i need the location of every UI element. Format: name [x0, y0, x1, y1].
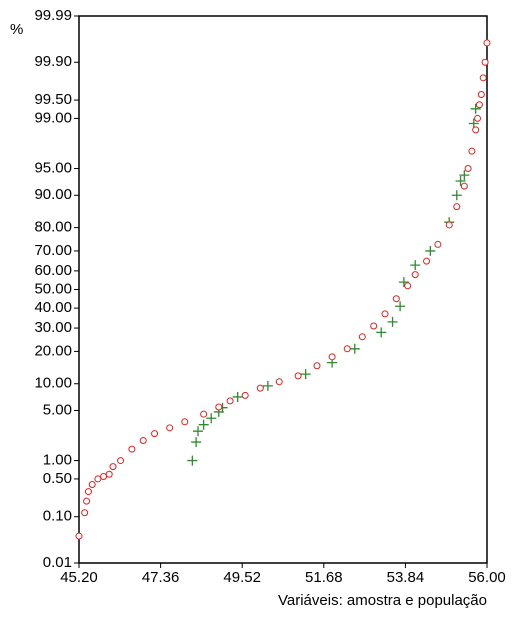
y-tick-label: 95.00 — [34, 160, 72, 177]
point — [206, 413, 217, 424]
y-tick-label: 0.50 — [43, 470, 72, 487]
point — [434, 240, 442, 248]
y-tick-label: 99.00 — [34, 109, 72, 126]
y-tick-label: 10.00 — [34, 375, 72, 392]
x-tick-label: 49.52 — [223, 569, 261, 586]
point — [256, 384, 264, 392]
x-tick-label: 56.00 — [468, 569, 506, 586]
y-tick-label: 99.50 — [34, 91, 72, 108]
point — [425, 245, 436, 256]
y-tick-label: 99.99 — [34, 7, 72, 24]
point — [187, 455, 198, 466]
point — [300, 369, 311, 380]
point — [404, 282, 412, 290]
point — [460, 182, 468, 190]
point — [343, 345, 351, 353]
point — [166, 424, 174, 432]
point — [453, 203, 461, 211]
point — [475, 101, 483, 109]
point — [81, 509, 89, 517]
point — [349, 343, 360, 354]
point — [193, 426, 203, 437]
point — [191, 437, 202, 448]
x-tick-label: 47.36 — [142, 569, 180, 586]
y-tick-label: 0.10 — [43, 508, 72, 525]
point — [468, 147, 476, 155]
point — [477, 90, 485, 98]
point — [410, 260, 421, 271]
point — [88, 481, 96, 489]
point — [423, 257, 431, 265]
point — [451, 190, 462, 201]
point — [226, 397, 234, 405]
point — [128, 445, 136, 453]
point — [455, 175, 466, 186]
point — [483, 39, 491, 47]
y-tick-label: 99.90 — [34, 53, 72, 70]
point — [479, 74, 487, 82]
point — [294, 372, 302, 380]
point — [275, 378, 283, 386]
point — [376, 327, 387, 338]
point — [181, 418, 189, 426]
point — [94, 475, 102, 483]
y-tick-label: 20.00 — [34, 342, 72, 359]
point — [464, 165, 472, 173]
y-tick-label: 70.00 — [34, 242, 72, 259]
point — [381, 310, 389, 318]
point — [445, 221, 453, 229]
point — [117, 457, 125, 465]
y-tick-label: 5.00 — [43, 401, 72, 418]
point — [370, 322, 378, 330]
y-tick-label: 40.00 — [34, 299, 72, 316]
x-tick-label: 51.68 — [305, 569, 343, 586]
point — [313, 362, 321, 370]
point — [411, 271, 419, 279]
x-tick-label: 53.84 — [387, 569, 425, 586]
point — [468, 118, 479, 129]
point — [241, 391, 249, 399]
y-tick-label: 60.00 — [34, 262, 72, 279]
point — [474, 114, 482, 122]
y-tick-label: 0.01 — [43, 554, 72, 571]
point — [459, 170, 470, 181]
point — [262, 380, 273, 391]
y-tick-label: 50.00 — [34, 280, 72, 297]
y-tick-label: 80.00 — [34, 219, 72, 236]
y-tick-label: 1.00 — [43, 452, 72, 469]
y-tick-label: 90.00 — [34, 186, 72, 203]
point — [198, 419, 209, 430]
point — [105, 470, 113, 478]
point — [215, 403, 223, 411]
point — [83, 497, 91, 505]
point — [75, 532, 83, 540]
point — [398, 277, 409, 288]
point — [100, 472, 108, 480]
point — [392, 295, 400, 303]
point — [232, 391, 243, 402]
y-unit: % — [10, 21, 23, 38]
point — [395, 301, 406, 312]
point — [84, 488, 92, 496]
point — [470, 103, 481, 114]
point — [109, 463, 117, 471]
point — [328, 353, 336, 361]
plot-frame — [78, 15, 488, 564]
point — [200, 410, 208, 418]
x-axis-label: Variáveis: amostra e população — [278, 592, 487, 609]
point — [151, 430, 159, 438]
x-tick-label: 45.20 — [60, 569, 98, 586]
y-tick-label: 30.00 — [34, 319, 72, 336]
point — [472, 126, 480, 134]
point — [358, 333, 366, 341]
point — [139, 437, 147, 445]
point — [387, 316, 398, 327]
point — [481, 58, 489, 66]
